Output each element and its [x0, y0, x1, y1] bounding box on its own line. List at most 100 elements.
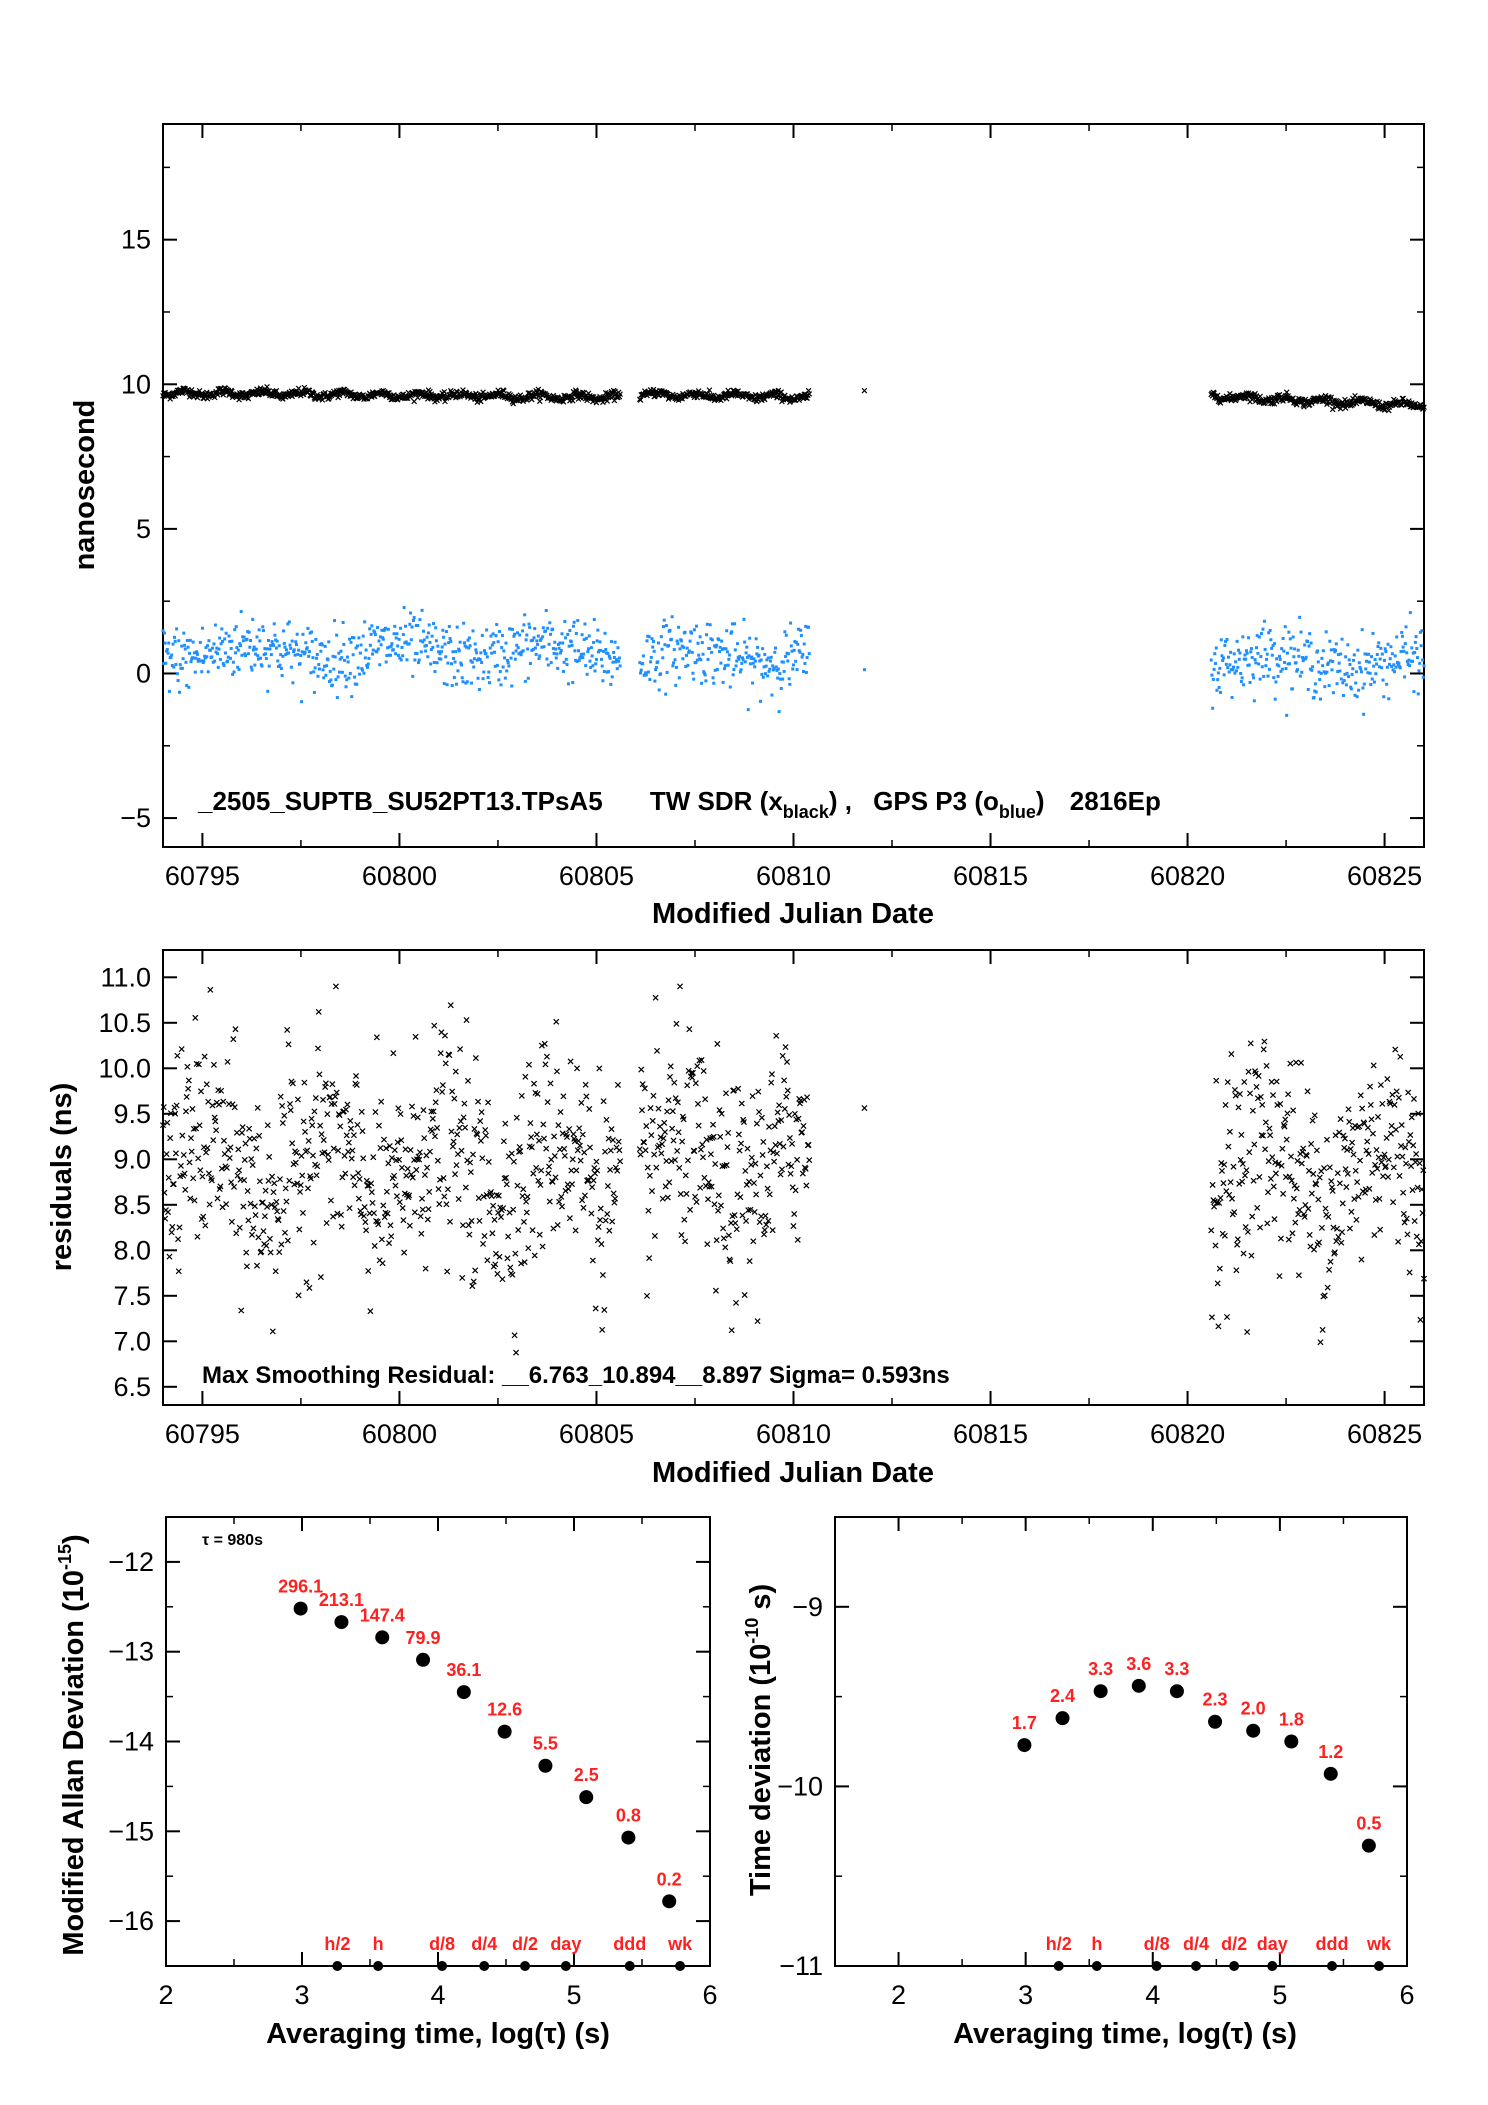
gps-p3-point [592, 640, 596, 644]
gps-p3-point [221, 639, 225, 643]
residual-point [1287, 1153, 1295, 1160]
gps-p3-point [677, 625, 681, 629]
gps-p3-point [1323, 685, 1327, 689]
gps-p3-point [426, 655, 430, 659]
residual-point [1208, 1314, 1215, 1321]
residual-point [603, 1116, 610, 1123]
point-label: 0.2 [657, 1869, 682, 1889]
residual-point [424, 1164, 431, 1171]
gps-p3-point [1283, 625, 1287, 629]
gps-p3-point [289, 665, 293, 669]
residual-point [337, 1123, 344, 1130]
residual-point [457, 1046, 464, 1053]
residual-point [720, 1235, 727, 1242]
gps-p3-point [1340, 637, 1344, 641]
residual-point [1403, 1215, 1410, 1222]
residual-point [1319, 1326, 1326, 1333]
residual-point [161, 1189, 168, 1196]
residual-point [1413, 1233, 1420, 1240]
residual-point [239, 1124, 246, 1131]
residual-point [750, 1238, 757, 1245]
gps-p3-point [1394, 665, 1398, 669]
gps-p3-point [454, 650, 458, 654]
gps-p3-point [1224, 662, 1228, 666]
gps-p3-point [599, 657, 603, 661]
gps-p3-point [1290, 687, 1294, 691]
residual-point [795, 1115, 802, 1122]
residual-point [1254, 1204, 1261, 1211]
residual-point [612, 1195, 619, 1202]
gps-p3-point [559, 649, 563, 653]
gps-p3-point [1228, 663, 1232, 667]
bl-y-label-main: Modified Allan Deviation (10 [58, 1570, 90, 1956]
residual-point [490, 1202, 497, 1209]
residual-point [748, 1161, 755, 1168]
gps-p3-point [1339, 652, 1343, 656]
residual-point [641, 1139, 648, 1146]
residual-point [286, 1100, 294, 1108]
residual-point [1339, 1200, 1346, 1207]
y-tick-label: 7.0 [113, 1326, 151, 1356]
residual-point [426, 1188, 433, 1195]
point-label: 2.3 [1203, 1690, 1228, 1710]
gps-p3-point [327, 640, 331, 644]
residual-point [1300, 1145, 1307, 1152]
residual-point [449, 1143, 456, 1150]
gps-p3-point [1375, 652, 1379, 656]
gps-p3-point [684, 653, 688, 657]
residual-point [1272, 1170, 1279, 1177]
residual-point [248, 1156, 255, 1163]
residual-point [195, 1061, 202, 1068]
residual-point [172, 1150, 179, 1157]
gps-p3-point [1418, 630, 1422, 634]
gps-p3-point [186, 645, 190, 649]
residual-point [1326, 1266, 1333, 1273]
y-tick-label: −10 [777, 1771, 823, 1801]
gps-p3-point [609, 682, 613, 686]
gps-p3-point [185, 684, 189, 688]
residual-point [689, 1069, 696, 1076]
gps-p3-point [425, 635, 429, 639]
residual-point [472, 1055, 479, 1062]
gps-p3-point [739, 668, 743, 672]
x-tick-label: 60810 [756, 861, 831, 891]
residual-point [413, 1166, 420, 1173]
residual-point [756, 1219, 763, 1226]
residual-point [195, 1155, 202, 1162]
residual-point [1247, 1090, 1254, 1097]
residual-point [1226, 1128, 1233, 1135]
gps-p3-point [521, 649, 525, 653]
gps-p3-point [305, 646, 309, 650]
residual-point [1346, 1118, 1353, 1125]
gps-p3-point [252, 645, 256, 649]
residual-point [1298, 1160, 1305, 1167]
residual-point [248, 1231, 256, 1238]
residual-point [461, 1100, 468, 1107]
gps-p3-point [1267, 631, 1271, 635]
gps-p3-point [219, 642, 223, 646]
residual-point [1419, 1210, 1426, 1217]
residual-point [416, 1149, 423, 1156]
residual-point [525, 1245, 532, 1252]
gps-p3-point [743, 660, 747, 664]
residual-point [724, 1144, 731, 1151]
residual-point [1209, 1181, 1216, 1188]
gps-p3-point [482, 649, 486, 653]
residual-point [434, 1157, 441, 1164]
gps-p3-point [1219, 638, 1223, 642]
gps-p3-point [662, 625, 666, 629]
residual-point [180, 1151, 187, 1158]
gps-p3-point [253, 663, 257, 667]
residual-point [464, 1077, 472, 1084]
residual-point [710, 1133, 717, 1140]
gps-p3-point [223, 651, 227, 655]
gps-p3-point [457, 647, 461, 651]
residual-point [542, 1061, 549, 1068]
residual-point [1387, 1100, 1394, 1107]
residual-point [411, 1209, 418, 1216]
gps-p3-point [590, 654, 594, 658]
data-point [1055, 1711, 1070, 1726]
residual-point [777, 1171, 784, 1178]
gps-p3-point [664, 692, 668, 696]
gps-p3-point [1314, 690, 1318, 694]
